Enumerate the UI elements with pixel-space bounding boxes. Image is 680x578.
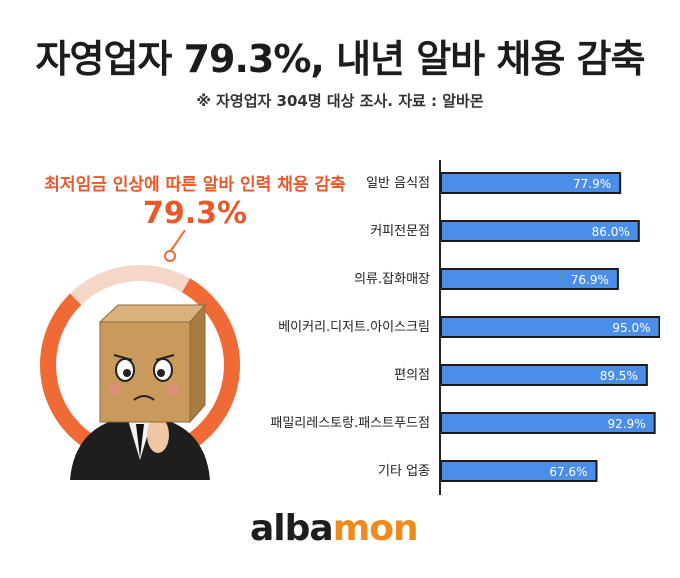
- bar: [440, 172, 622, 194]
- category-label: 편의점: [394, 368, 430, 383]
- callout-connector: [169, 230, 186, 253]
- left-cheek: [109, 384, 121, 396]
- logo-text-a: alba: [250, 508, 334, 549]
- right-brow: [155, 354, 175, 361]
- logo-text-b: mon: [332, 508, 419, 549]
- page-title: 자영업자 79.3%, 내년 알바 채용 감축: [35, 37, 646, 81]
- bar-value-label: 76.9%: [571, 273, 609, 287]
- category-label: 의류.잡화매장: [354, 272, 430, 287]
- bar-value-label: 89.5%: [600, 369, 638, 383]
- category-label: 베이커리.디저트.아이스크림: [278, 320, 430, 335]
- illustration: [40, 230, 240, 480]
- mouth: [133, 395, 155, 401]
- box-side: [189, 303, 206, 424]
- category-label: 커피전문점: [370, 224, 430, 239]
- box-top: [98, 304, 207, 323]
- tie: [136, 424, 144, 458]
- box-face: [99, 321, 191, 423]
- bar-chart: 일반 음식점 77.9% 커피전문점 86.0% 의류.잡화매장 76.9% 베이커리.디저…: [270, 160, 660, 495]
- albamon-logo: albamon: [250, 508, 419, 549]
- right-pupil: [157, 369, 165, 377]
- left-brow: [113, 354, 133, 361]
- bar-value-label: 92.9%: [608, 417, 646, 431]
- category-label: 패밀리레스토랑.패스트푸드점: [270, 416, 430, 431]
- right-cheek: [167, 384, 179, 396]
- callout-label: 최저임금 인상에 따른 알바 인력 채용 감축: [44, 175, 346, 195]
- bar: [440, 316, 660, 338]
- source-note: ※ 자영업자 304명 대상 조사. 자료 : 알바몬: [196, 92, 484, 110]
- hand: [147, 417, 169, 453]
- bar-value-label: 77.9%: [573, 177, 611, 191]
- left-pupil: [123, 369, 131, 377]
- bar: [440, 268, 619, 290]
- bar-value-label: 67.6%: [549, 465, 587, 479]
- category-label: 일반 음식점: [366, 176, 430, 191]
- bar: [440, 412, 656, 434]
- callout-value: 79.3%: [142, 196, 248, 231]
- bar: [440, 220, 640, 242]
- bar: [440, 364, 648, 386]
- callout-dot: [164, 250, 176, 262]
- bar-value-label: 95.0%: [612, 321, 650, 335]
- category-label: 기타 업종: [378, 464, 430, 479]
- bar: [440, 460, 598, 482]
- bar-value-label: 86.0%: [592, 225, 630, 239]
